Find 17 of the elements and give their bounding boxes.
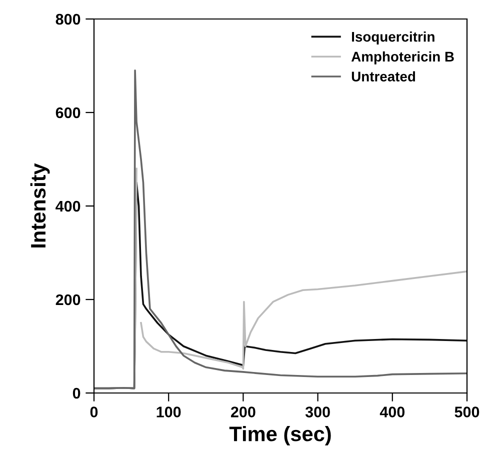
x-tick-label: 200 xyxy=(230,406,256,418)
x-tick-label: 300 xyxy=(305,406,330,418)
x-axis-title: Time (sec) xyxy=(229,426,331,446)
y-tick-label: 200 xyxy=(56,294,80,306)
line-series xyxy=(94,70,467,390)
legend-label: Untreated xyxy=(352,71,416,82)
legend-label: Isoquercitrin xyxy=(352,32,434,44)
legend-label: Amphotericin B xyxy=(351,51,454,64)
y-axis-title: Intensity xyxy=(30,163,50,248)
y-tick-label: 800 xyxy=(56,14,80,25)
x-tick-label: 0 xyxy=(90,406,98,418)
y-tick-label: 0 xyxy=(72,388,80,399)
x-tick-label: 100 xyxy=(156,406,181,418)
x-tick-label: 400 xyxy=(380,406,405,418)
y-tick-label: 600 xyxy=(56,107,80,118)
y-tick-label: 400 xyxy=(56,200,80,212)
x-tick-label: 500 xyxy=(454,406,480,418)
